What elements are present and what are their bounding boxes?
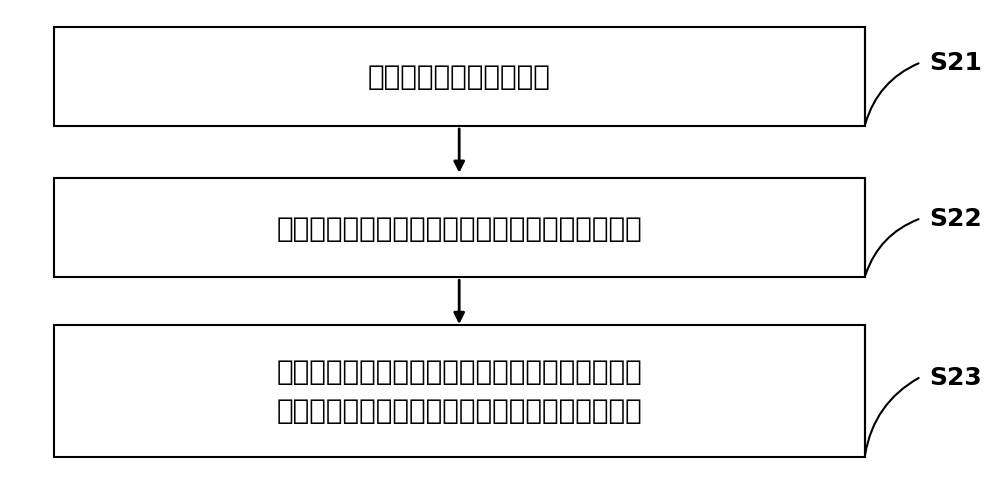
Text: 根据所述待对焦点所在平面区域的平面方程及所述
缺陷坐标，确定所述待对焦点与待检测屏幕的距离: 根据所述待对焦点所在平面区域的平面方程及所述 缺陷坐标，确定所述待对焦点与待检测…: [276, 358, 642, 424]
FancyBboxPatch shape: [54, 325, 865, 457]
FancyBboxPatch shape: [54, 28, 865, 127]
Text: S22: S22: [929, 207, 982, 231]
Text: S23: S23: [929, 365, 982, 389]
Text: 获取待对焦点的缺陷坐标: 获取待对焦点的缺陷坐标: [368, 63, 551, 91]
Text: 根据所述缺陷坐标判定所述待对焦点所在平面区域: 根据所述缺陷坐标判定所述待对焦点所在平面区域: [276, 214, 642, 242]
FancyBboxPatch shape: [54, 179, 865, 278]
Text: S21: S21: [929, 51, 982, 75]
